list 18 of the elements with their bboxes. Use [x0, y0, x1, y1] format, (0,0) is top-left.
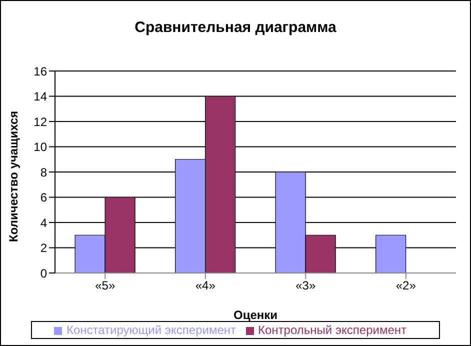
y-tick-label: 0	[40, 266, 48, 280]
y-axis-title: Количество учащихся	[6, 110, 20, 242]
y-tick-label: 10	[34, 140, 48, 154]
y-tick-label: 6	[40, 190, 48, 205]
x-tick-label: «5»	[95, 278, 116, 293]
y-tick-label: 16	[34, 64, 48, 78]
chart-title: Сравнительная диаграмма	[134, 19, 338, 36]
y-tick-label: 2	[40, 241, 48, 256]
x-tick-label: «2»	[396, 278, 416, 293]
y-tick-label: 14	[34, 90, 48, 104]
x-axis-title: Оценки	[233, 308, 278, 322]
x-tick-label: «3»	[296, 278, 316, 293]
y-tick-label: 12	[34, 114, 48, 129]
legend-label: Контрольный эксперимент	[258, 323, 407, 337]
y-tick-label: 4	[40, 216, 48, 230]
y-tick-label: 8	[40, 165, 48, 180]
legend-label: Констатирующий эксперимент	[66, 323, 236, 337]
x-tick-label: «4»	[195, 278, 216, 293]
